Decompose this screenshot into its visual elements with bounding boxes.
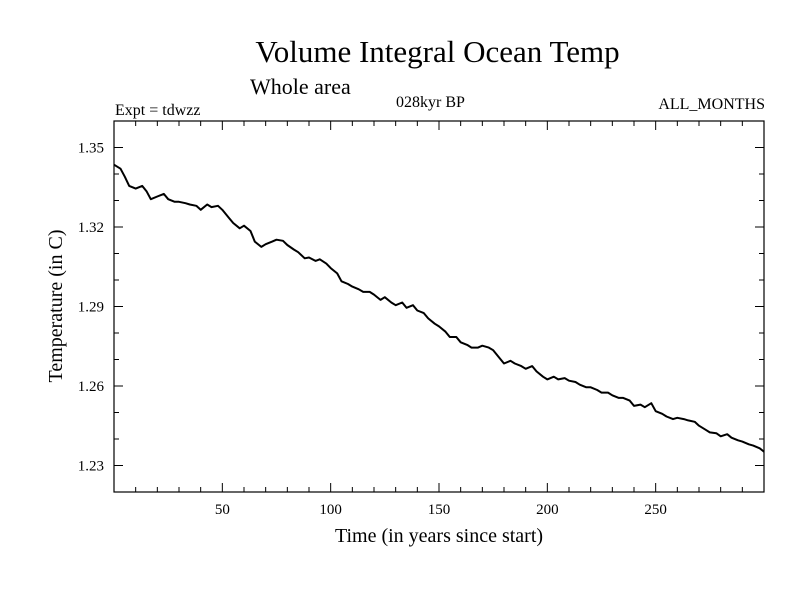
y-tick-label: 1.32 xyxy=(78,220,104,236)
x-tick-label: 50 xyxy=(215,502,230,518)
y-tick-label: 1.26 xyxy=(78,379,105,395)
period-label: 028kyr BP xyxy=(396,94,465,111)
plot-frame xyxy=(113,120,765,493)
axis-ticks: 50 100 150 200 250 1.23 1.26 1.29 1.32 1.35 xyxy=(78,121,764,518)
y-tick-label: 1.23 xyxy=(78,459,104,475)
y-tick-label: 1.29 xyxy=(78,300,104,316)
x-tick-label: 150 xyxy=(428,502,451,518)
chart-subtitle: Whole area xyxy=(250,74,351,99)
temperature-series-line xyxy=(113,163,765,453)
x-tick-label: 200 xyxy=(536,502,559,518)
chart-title: Volume Integral Ocean Temp xyxy=(255,34,620,69)
x-axis-label: Time (in years since start) xyxy=(334,525,544,547)
x-tick-label: 100 xyxy=(319,502,342,518)
months-label: ALL_MONTHS xyxy=(658,96,765,113)
experiment-label: Expt = tdwzz xyxy=(115,102,201,119)
y-tick-label: 1.35 xyxy=(78,141,104,157)
series-group xyxy=(113,163,765,453)
x-tick-label: 250 xyxy=(644,502,667,518)
